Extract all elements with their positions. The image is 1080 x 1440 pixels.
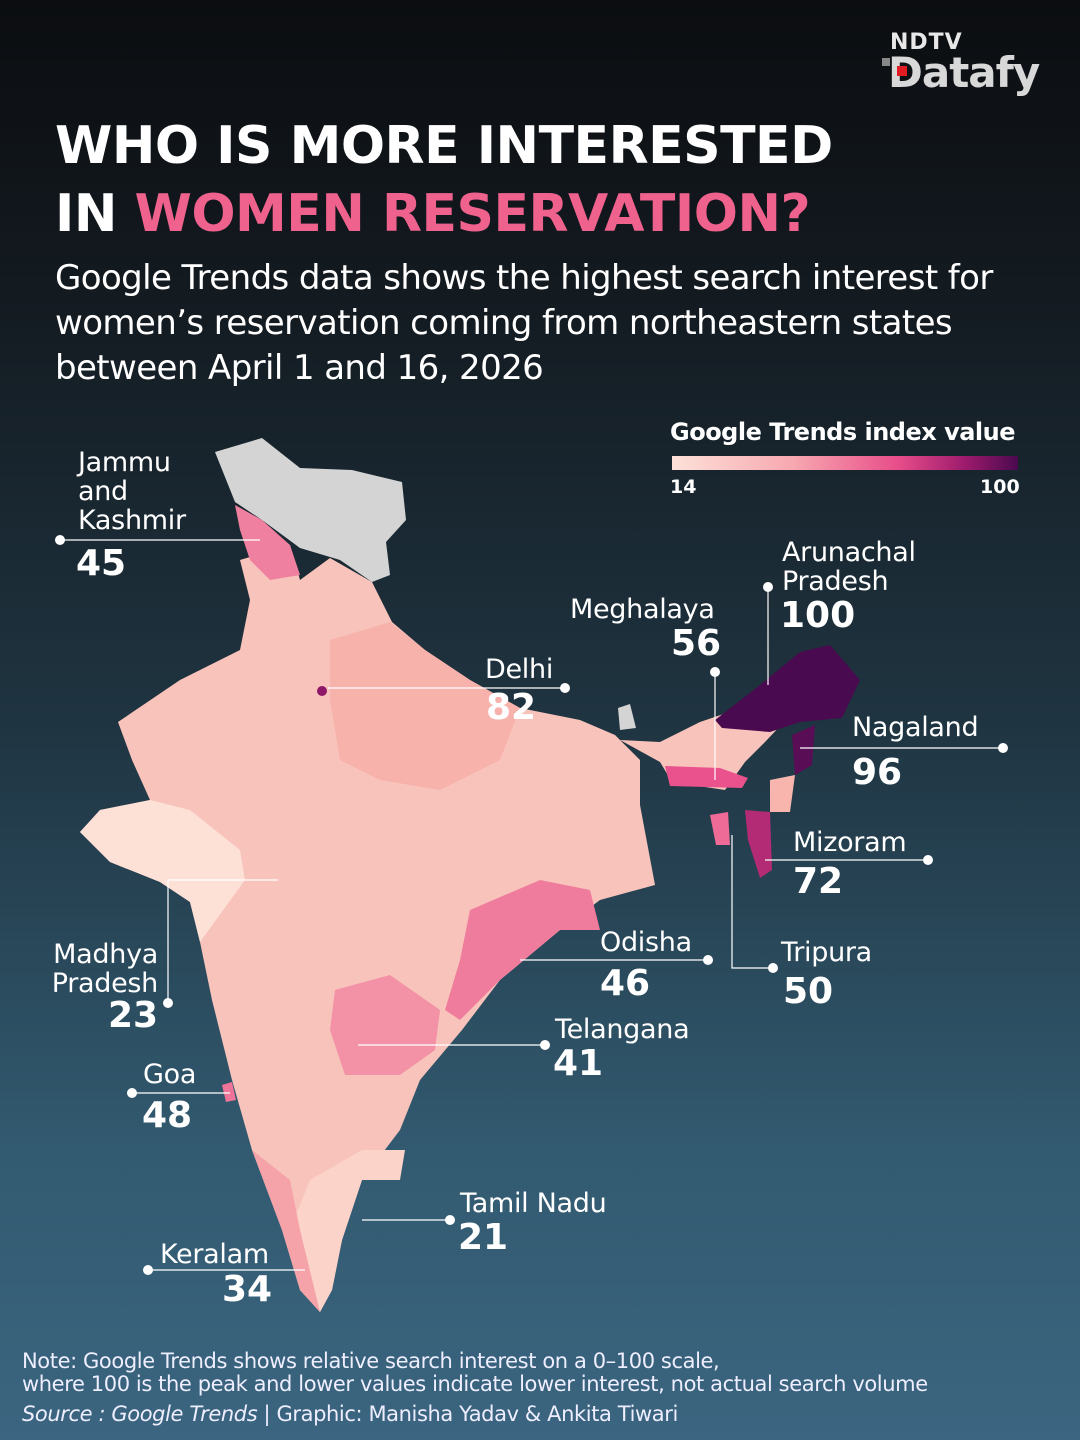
region-jammu-kashmir [235, 505, 300, 580]
label-tripura: Tripura [781, 937, 872, 968]
label-delhi: Delhi [485, 654, 554, 685]
region-tamil-nadu [290, 1150, 405, 1312]
label-tamil-nadu: Tamil Nadu [460, 1188, 607, 1219]
region-odisha [445, 880, 600, 1020]
credit: | Graphic: Manisha Yadav & Ankita Tiwari [257, 1402, 679, 1426]
note-line2: where 100 is the peak and lower values i… [22, 1372, 928, 1396]
value-keralam: 34 [222, 1269, 273, 1310]
logo-datafy: Datafy [888, 48, 1040, 97]
label-meghalaya: Meghalaya [570, 594, 715, 625]
value-delhi: 82 [486, 687, 537, 728]
source-credit: Source : Google Trends | Graphic: Manish… [22, 1402, 678, 1426]
label-goa: Goa [143, 1059, 197, 1090]
title-highlight: WOMEN RESERVATION? [134, 184, 811, 244]
logo-dot [897, 66, 907, 76]
title-line2: IN WOMEN RESERVATION? [55, 180, 833, 248]
leader-dots [55, 535, 1008, 1275]
value-tripura: 50 [783, 971, 834, 1012]
logo-mark [882, 58, 890, 66]
region-pok-gray [215, 438, 406, 582]
page-title: WHO IS MORE INTERESTED IN WOMEN RESERVAT… [55, 112, 833, 248]
subtitle: Google Trends data shows the highest sea… [55, 258, 993, 388]
source-label: Source : Google Trends [22, 1402, 258, 1426]
value-arunachal: 100 [780, 595, 856, 636]
label-line: Pradesh [782, 566, 889, 597]
region-nagaland [792, 725, 815, 775]
region-mizoram [745, 810, 772, 878]
value-nagaland: 96 [852, 752, 903, 793]
region-arunachal [715, 645, 860, 732]
title-prefix: IN [55, 184, 135, 244]
region-gujarat [80, 800, 245, 942]
legend-min: 14 [670, 476, 697, 498]
value-goa: 48 [142, 1095, 193, 1136]
label-line: Madhya [53, 939, 158, 970]
region-up [330, 622, 520, 790]
region-delhi [317, 686, 327, 696]
region-telangana [330, 975, 440, 1075]
legend-title: Google Trends index value [670, 418, 1016, 446]
region-meghalaya [665, 766, 748, 788]
legend-max: 100 [980, 476, 1020, 498]
label-line: Pradesh [51, 968, 159, 999]
label-nagaland: Nagaland [852, 712, 979, 743]
note-line1: Note: Google Trends shows relative searc… [22, 1349, 720, 1373]
mainland [80, 545, 655, 1312]
leader-lines [60, 539, 1003, 1271]
label-line: Jammu [78, 447, 171, 478]
label-arunachal: Arunachal Pradesh [782, 538, 916, 596]
label-odisha: Odisha [600, 927, 692, 958]
value-telangana: 41 [553, 1043, 604, 1084]
value-meghalaya: 56 [671, 623, 722, 664]
value-odisha: 46 [600, 963, 651, 1004]
label-madhya-pradesh: Madhya Pradesh [45, 939, 159, 999]
region-tripura [710, 812, 730, 845]
label-jammu-kashmir: Jammu and Kashmir [78, 448, 186, 535]
value-tamil-nadu: 21 [458, 1217, 509, 1258]
label-line: Arunachal [782, 537, 916, 568]
label-mizoram: Mizoram [793, 827, 907, 858]
label-line: Kashmir [78, 505, 186, 536]
label-telangana: Telangana [555, 1014, 690, 1045]
region-kerala [252, 1150, 320, 1312]
value-jammu-kashmir: 45 [76, 543, 127, 584]
footnote: Note: Google Trends shows relative searc… [22, 1350, 928, 1396]
value-madhya-pradesh: 23 [108, 995, 159, 1036]
logo-ndtv: NDTV [890, 30, 963, 55]
label-keralam: Keralam [160, 1239, 269, 1270]
legend-color-bar [672, 456, 1018, 470]
title-line1: WHO IS MORE INTERESTED [55, 116, 833, 176]
region-manipur [770, 775, 795, 812]
region-sikkim-gray [618, 704, 636, 730]
value-mizoram: 72 [793, 861, 844, 902]
label-line: and [78, 476, 128, 507]
region-goa [222, 1082, 236, 1102]
